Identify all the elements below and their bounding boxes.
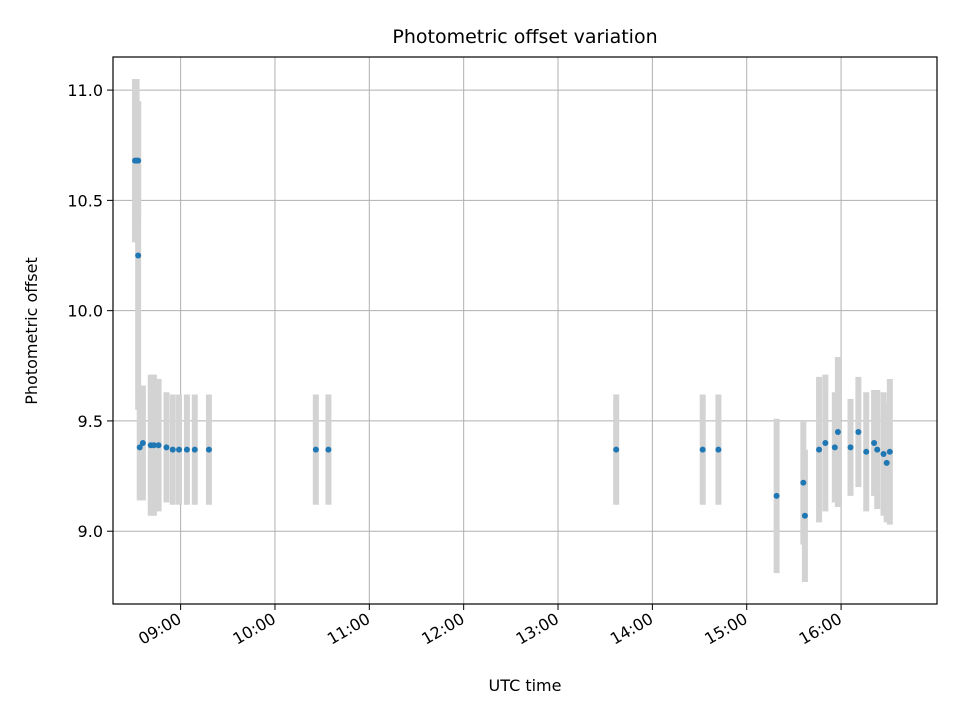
y-tick-label: 10.5 bbox=[67, 191, 103, 210]
data-point bbox=[800, 479, 807, 486]
data-point bbox=[801, 512, 808, 519]
data-point bbox=[831, 444, 838, 451]
data-point bbox=[183, 446, 190, 453]
data-point bbox=[880, 451, 887, 458]
data-point bbox=[699, 446, 706, 453]
data-point bbox=[136, 444, 143, 451]
data-point bbox=[312, 446, 319, 453]
grid bbox=[113, 57, 937, 604]
data-point bbox=[855, 428, 862, 435]
data-point bbox=[847, 444, 854, 451]
y-axis-title: Photometric offset bbox=[22, 257, 41, 405]
y-tick-label: 9.0 bbox=[78, 522, 103, 541]
data-point bbox=[163, 444, 170, 451]
y-tick-label: 11.0 bbox=[67, 81, 103, 100]
data-points bbox=[132, 157, 893, 519]
data-point bbox=[176, 446, 183, 453]
y-tick-label: 10.0 bbox=[67, 302, 103, 321]
data-point bbox=[613, 446, 620, 453]
data-point bbox=[715, 446, 722, 453]
data-point bbox=[874, 446, 881, 453]
data-point bbox=[886, 448, 893, 455]
data-point bbox=[205, 446, 212, 453]
data-point bbox=[773, 492, 780, 499]
data-point bbox=[834, 428, 841, 435]
data-point bbox=[169, 446, 176, 453]
data-point bbox=[883, 459, 890, 466]
data-point bbox=[139, 439, 146, 446]
y-tick-label: 9.5 bbox=[78, 412, 103, 431]
data-point bbox=[150, 442, 157, 449]
data-point bbox=[135, 252, 142, 259]
data-point bbox=[863, 448, 870, 455]
x-axis-title: UTC time bbox=[489, 676, 562, 695]
data-point bbox=[822, 439, 829, 446]
data-point bbox=[871, 439, 878, 446]
data-point bbox=[135, 157, 142, 164]
chart-title: Photometric offset variation bbox=[392, 26, 657, 48]
data-point bbox=[191, 446, 198, 453]
data-point bbox=[155, 442, 162, 449]
data-point bbox=[325, 446, 332, 453]
plot-frame bbox=[112, 56, 938, 605]
data-point bbox=[816, 446, 823, 453]
y-axis: 9.0 9.5 10.0 10.5 11.0 bbox=[67, 81, 113, 541]
